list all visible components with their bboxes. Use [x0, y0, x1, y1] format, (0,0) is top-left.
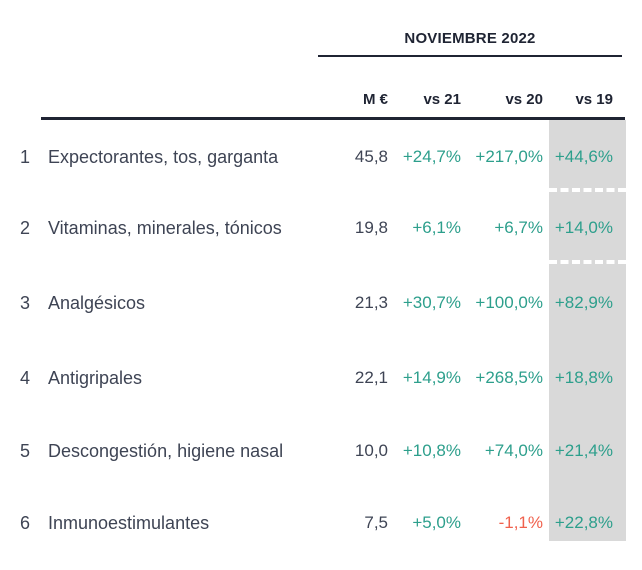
- value-vs20: +74,0%: [484, 441, 543, 460]
- category-label: Vitaminas, minerales, tónicos: [48, 218, 282, 238]
- value-vs20: +6,7%: [494, 218, 543, 237]
- rank-cell: 5: [19, 441, 30, 461]
- table-row: 6 Inmunoestimulantes 7,5 +5,0% -1,1% +22…: [0, 511, 642, 535]
- value-vs21: +6,1%: [412, 218, 461, 237]
- rank-cell: 2: [19, 218, 30, 238]
- period-header: NOVIEMBRE 2022: [318, 30, 622, 57]
- value-vs20: +100,0%: [475, 293, 543, 312]
- value-vs20: -1,1%: [498, 513, 543, 532]
- table-row: 3 Analgésicos 21,3 +30,7% +100,0% +82,9%: [0, 291, 642, 315]
- table-row: 4 Antigripales 22,1 +14,9% +268,5% +18,8…: [0, 366, 642, 390]
- value-meur: 21,3: [354, 293, 388, 312]
- vs19-highlight-band: [549, 120, 626, 541]
- value-vs21: +5,0%: [412, 513, 461, 532]
- value-vs21: +24,7%: [402, 147, 461, 166]
- table-row: 1 Expectorantes, tos, garganta 45,8 +24,…: [0, 145, 642, 169]
- value-meur: 45,8: [354, 147, 388, 166]
- value-vs19: +21,4%: [554, 441, 613, 460]
- rank-cell: 4: [19, 368, 30, 388]
- value-vs21: +14,9%: [402, 368, 461, 387]
- category-label: Inmunoestimulantes: [48, 513, 210, 533]
- column-header-vs19: vs 19: [575, 91, 613, 108]
- column-header-vs20: vs 20: [505, 91, 543, 108]
- table-row: 5 Descongestión, higiene nasal 10,0 +10,…: [0, 439, 642, 463]
- header-rule: [41, 117, 625, 120]
- value-vs19: +22,8%: [554, 513, 613, 532]
- rank-cell: 1: [19, 147, 30, 167]
- category-label: Expectorantes, tos, garganta: [48, 147, 279, 167]
- value-vs21: +10,8%: [402, 441, 461, 460]
- category-label: Analgésicos: [48, 293, 146, 313]
- band-row-divider: [549, 188, 626, 192]
- rank-cell: 3: [19, 293, 30, 313]
- category-label: Antigripales: [48, 368, 143, 388]
- value-vs20: +217,0%: [475, 147, 543, 166]
- value-vs19: +14,0%: [554, 218, 613, 237]
- band-row-divider: [549, 260, 626, 264]
- value-vs21: +30,7%: [402, 293, 461, 312]
- value-vs19: +18,8%: [554, 368, 613, 387]
- value-meur: 22,1: [354, 368, 388, 387]
- value-meur: 19,8: [354, 218, 388, 237]
- rank-cell: 6: [19, 513, 30, 533]
- column-header-meur: M €: [362, 91, 388, 108]
- category-label: Descongestión, higiene nasal: [48, 441, 284, 461]
- value-vs20: +268,5%: [475, 368, 543, 387]
- column-header-vs21: vs 21: [423, 91, 461, 108]
- table-row: 2 Vitaminas, minerales, tónicos 19,8 +6,…: [0, 216, 642, 240]
- value-vs19: +82,9%: [554, 293, 613, 312]
- value-meur: 7,5: [364, 513, 388, 532]
- value-meur: 10,0: [354, 441, 388, 460]
- value-vs19: +44,6%: [554, 147, 613, 166]
